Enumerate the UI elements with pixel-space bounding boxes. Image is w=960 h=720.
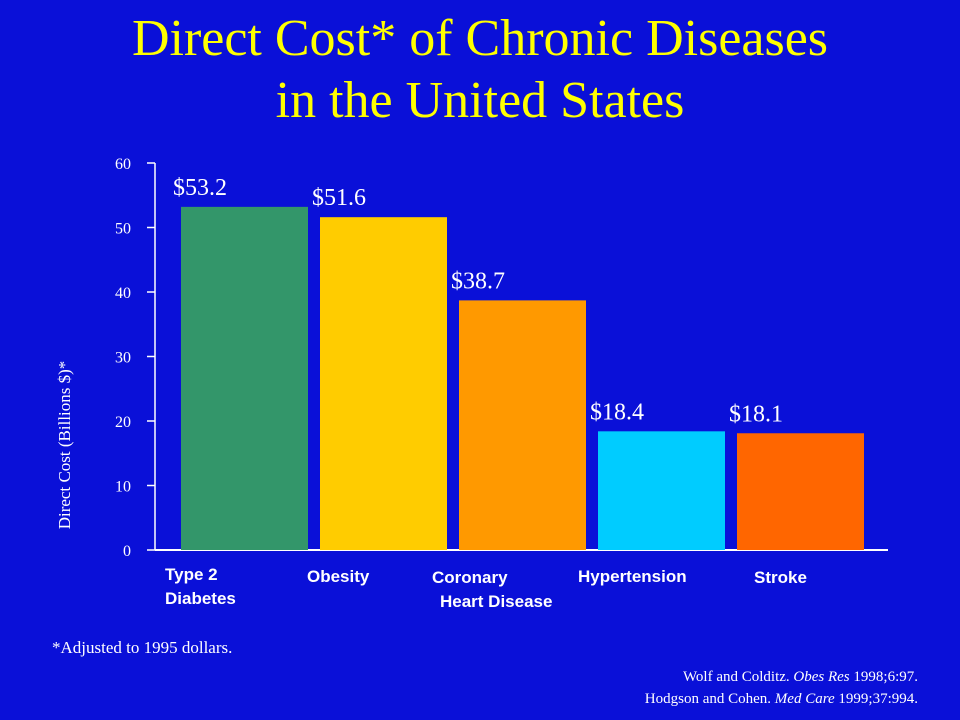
bar — [320, 217, 447, 550]
category-label: Stroke — [754, 568, 807, 587]
y-tick-label: 10 — [115, 479, 131, 496]
category-label: Hypertension — [578, 567, 687, 586]
category-label: Heart Disease — [440, 592, 552, 611]
category-label: Type 2 — [165, 565, 218, 584]
reference-1: Wolf and Colditz. Obes Res 1998;6:97. — [682, 669, 918, 685]
y-tick-label: 50 — [115, 221, 131, 238]
y-tick-label: 40 — [115, 285, 131, 302]
bar — [459, 300, 586, 550]
bar-value-label: $18.1 — [729, 401, 783, 427]
bar — [737, 433, 864, 550]
y-tick-label: 60 — [115, 156, 131, 173]
category-labels: Type 2 Diabetes Obesity Coronary Heart Disea… — [165, 565, 807, 611]
reference-2: Hodgson and Cohen. Med Care 1999;37:994. — [644, 691, 918, 707]
bar-value-label: $18.4 — [590, 399, 644, 425]
value-labels: $53.2 $51.6 $38.7 $18.4 $18.1 — [173, 175, 783, 427]
bar-value-label: $53.2 — [173, 175, 227, 201]
bar-value-label: $38.7 — [451, 268, 505, 294]
chart-title: Direct Cost* of Chronic Diseases in the … — [0, 8, 960, 132]
y-tick-label: 20 — [115, 414, 131, 431]
y-axis-label: Direct Cost (Billions $)* — [55, 361, 74, 530]
category-label: Coronary — [432, 568, 508, 587]
bars — [181, 206, 864, 551]
y-axis: 0 10 20 30 40 50 60 — [115, 156, 156, 560]
references: Wolf and Colditz. Obes Res 1998;6:97. Ho… — [645, 666, 918, 710]
footnote: *Adjusted to 1995 dollars. — [52, 638, 233, 657]
bar-value-label: $51.6 — [312, 185, 366, 211]
chart-title-line-1: Direct Cost* of Chronic Diseases — [131, 10, 829, 67]
category-label: Diabetes — [165, 589, 236, 608]
y-tick-label: 0 — [123, 543, 131, 560]
category-label: Obesity — [307, 567, 370, 586]
y-tick-label: 30 — [115, 350, 131, 367]
bar — [181, 206, 308, 551]
bar — [598, 431, 725, 550]
chart-title-line-2: in the United States — [275, 72, 685, 129]
